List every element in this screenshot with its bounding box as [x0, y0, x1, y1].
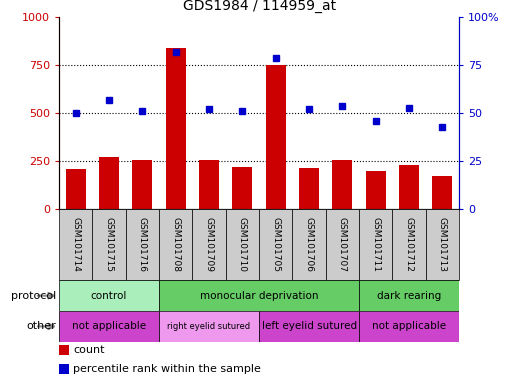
- Bar: [359, 280, 459, 311]
- Bar: [266, 65, 286, 209]
- Bar: [399, 165, 419, 209]
- Bar: [59, 311, 159, 342]
- Bar: [159, 311, 259, 342]
- Text: GSM101713: GSM101713: [438, 217, 447, 272]
- Text: GSM101708: GSM101708: [171, 217, 180, 272]
- Bar: [359, 311, 459, 342]
- Text: count: count: [73, 345, 105, 355]
- Bar: [99, 157, 119, 209]
- Bar: [259, 209, 292, 280]
- Text: GSM101706: GSM101706: [305, 217, 313, 272]
- Text: other: other: [27, 321, 56, 331]
- Bar: [192, 209, 226, 280]
- Bar: [159, 209, 192, 280]
- Bar: [126, 209, 159, 280]
- Text: GSM101712: GSM101712: [405, 217, 413, 272]
- Bar: [359, 209, 392, 280]
- Bar: [259, 311, 359, 342]
- Bar: [132, 161, 152, 209]
- Text: dark rearing: dark rearing: [377, 291, 441, 301]
- Bar: [59, 209, 92, 280]
- Bar: [432, 176, 452, 209]
- Bar: [232, 167, 252, 209]
- Text: left eyelid sutured: left eyelid sutured: [262, 321, 357, 331]
- Bar: [59, 280, 159, 311]
- Text: GSM101716: GSM101716: [138, 217, 147, 272]
- Text: GSM101711: GSM101711: [371, 217, 380, 272]
- Bar: [426, 209, 459, 280]
- Text: GSM101715: GSM101715: [105, 217, 113, 272]
- Bar: [92, 209, 126, 280]
- Text: right eyelid sutured: right eyelid sutured: [167, 322, 251, 331]
- Bar: [299, 168, 319, 209]
- Bar: [392, 209, 426, 280]
- Bar: [292, 209, 326, 280]
- Text: protocol: protocol: [11, 291, 56, 301]
- Text: GSM101714: GSM101714: [71, 217, 80, 272]
- Bar: [326, 209, 359, 280]
- Bar: [66, 169, 86, 209]
- Bar: [199, 161, 219, 209]
- Text: percentile rank within the sample: percentile rank within the sample: [73, 364, 261, 374]
- Bar: [332, 161, 352, 209]
- Bar: [226, 209, 259, 280]
- Bar: [159, 280, 359, 311]
- Text: GSM101710: GSM101710: [238, 217, 247, 272]
- Text: GSM101709: GSM101709: [205, 217, 213, 272]
- Bar: [59, 345, 69, 354]
- Text: monocular deprivation: monocular deprivation: [200, 291, 318, 301]
- Title: GDS1984 / 114959_at: GDS1984 / 114959_at: [183, 0, 336, 13]
- Text: not applicable: not applicable: [372, 321, 446, 331]
- Text: control: control: [91, 291, 127, 301]
- Text: not applicable: not applicable: [72, 321, 146, 331]
- Bar: [59, 364, 69, 374]
- Text: GSM101707: GSM101707: [338, 217, 347, 272]
- Bar: [166, 48, 186, 209]
- Text: GSM101705: GSM101705: [271, 217, 280, 272]
- Bar: [366, 171, 386, 209]
